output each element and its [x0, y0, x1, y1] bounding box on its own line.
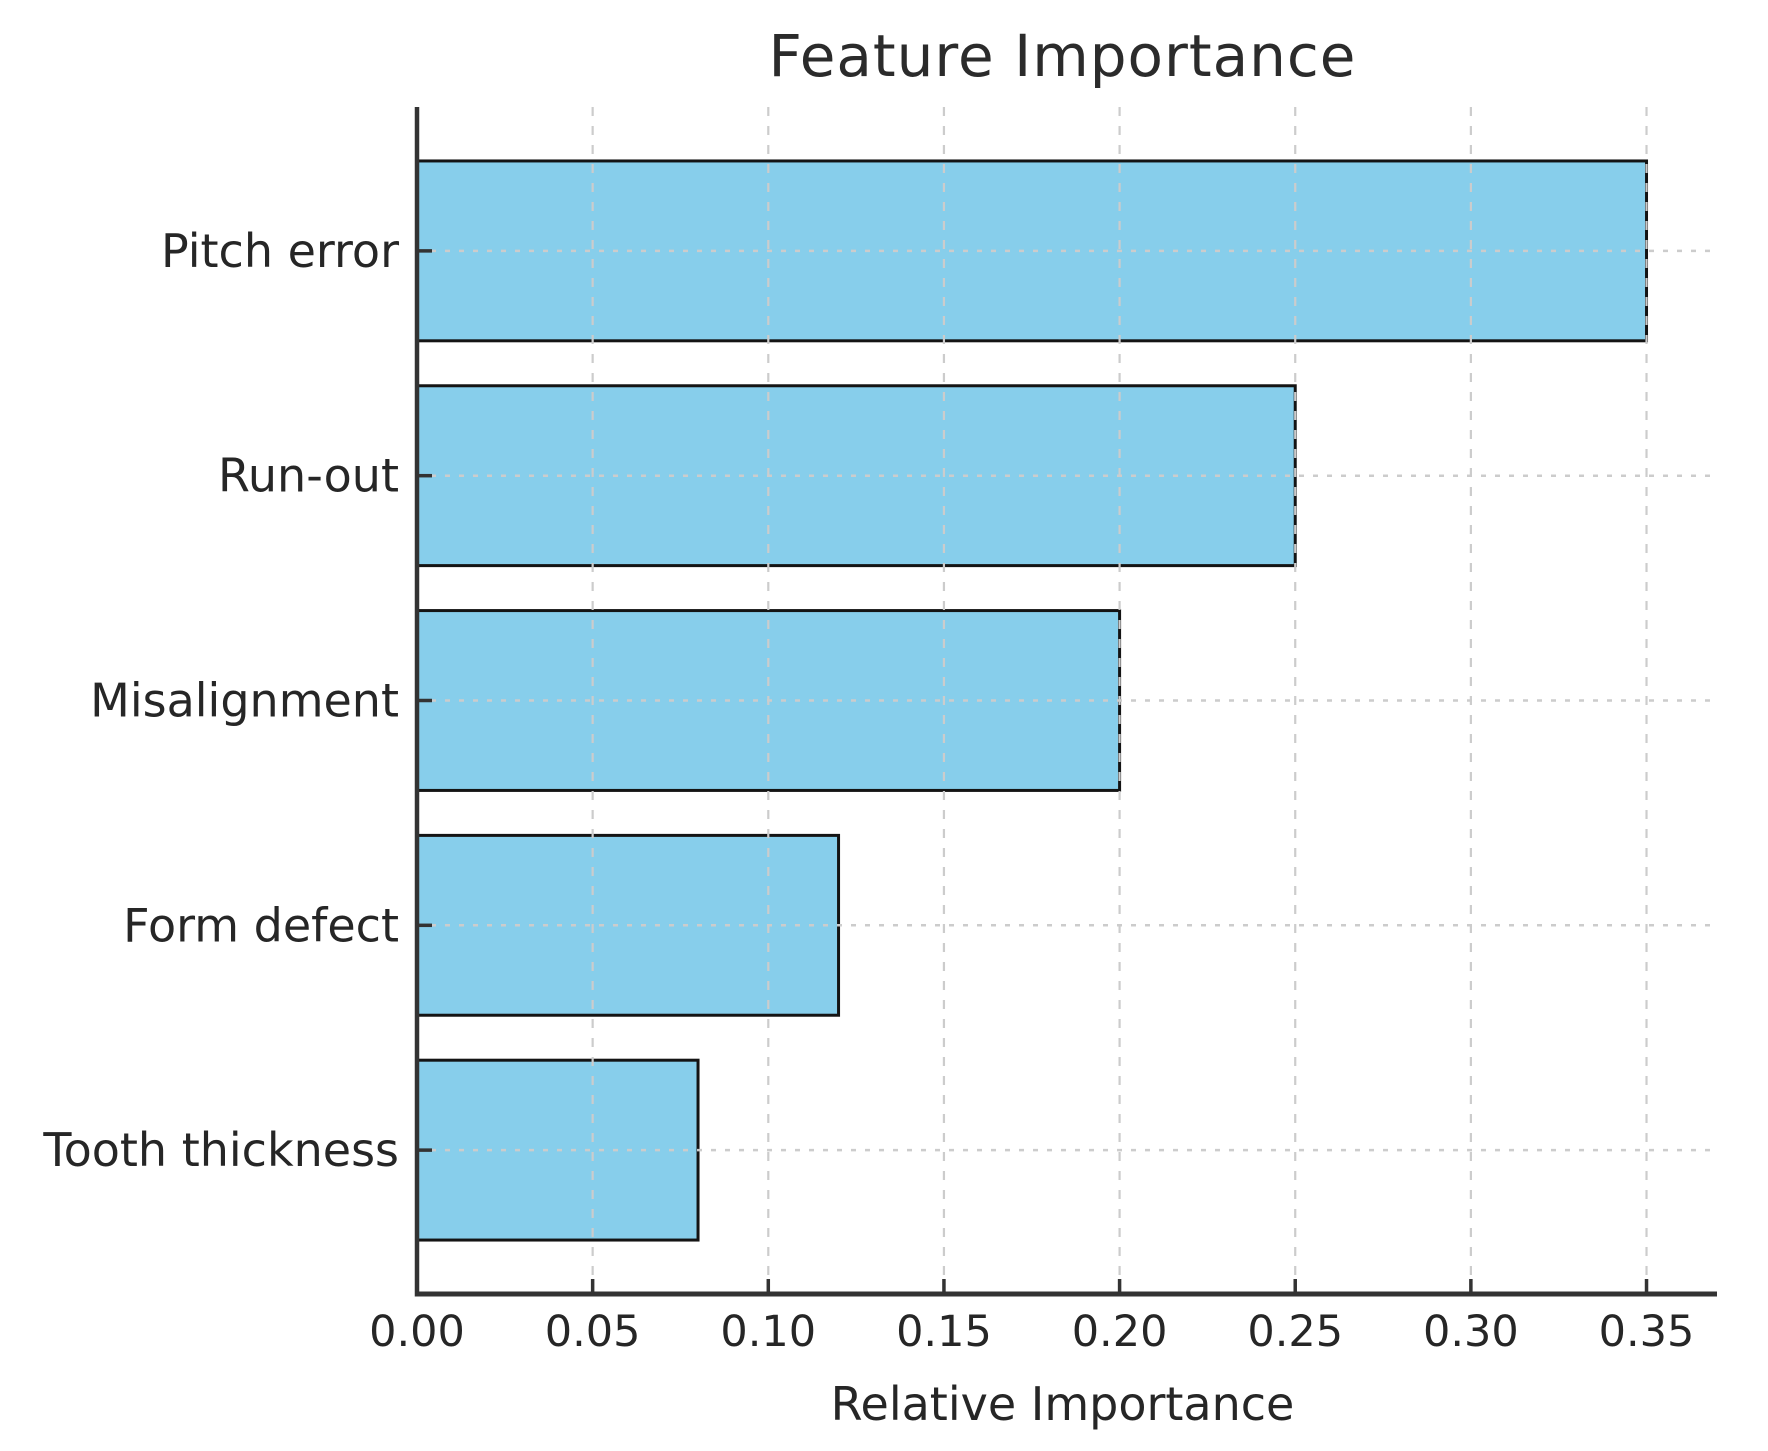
y-tick-label-run-out: Run-out: [218, 449, 399, 503]
y-tick-label-form-defect: Form defect: [123, 898, 399, 952]
y-tick-label-tooth-thickness: Tooth thickness: [42, 1123, 399, 1177]
x-tick-label: 0.20: [1072, 1307, 1168, 1357]
x-tick-label: 0.30: [1423, 1307, 1519, 1357]
x-tick-label: 0.00: [369, 1307, 465, 1357]
x-tick-label: 0.15: [896, 1307, 992, 1357]
x-tick-label: 0.35: [1599, 1307, 1695, 1357]
chart-title: Feature Importance: [768, 22, 1357, 90]
x-axis-label: Relative Importance: [830, 1377, 1295, 1431]
y-tick-label-pitch-error: Pitch error: [161, 224, 399, 278]
y-tick-label-misalignment: Misalignment: [90, 674, 399, 728]
x-tick-label: 0.10: [720, 1307, 816, 1357]
x-tick-label: 0.25: [1247, 1307, 1343, 1357]
x-tick-label: 0.05: [545, 1307, 641, 1357]
